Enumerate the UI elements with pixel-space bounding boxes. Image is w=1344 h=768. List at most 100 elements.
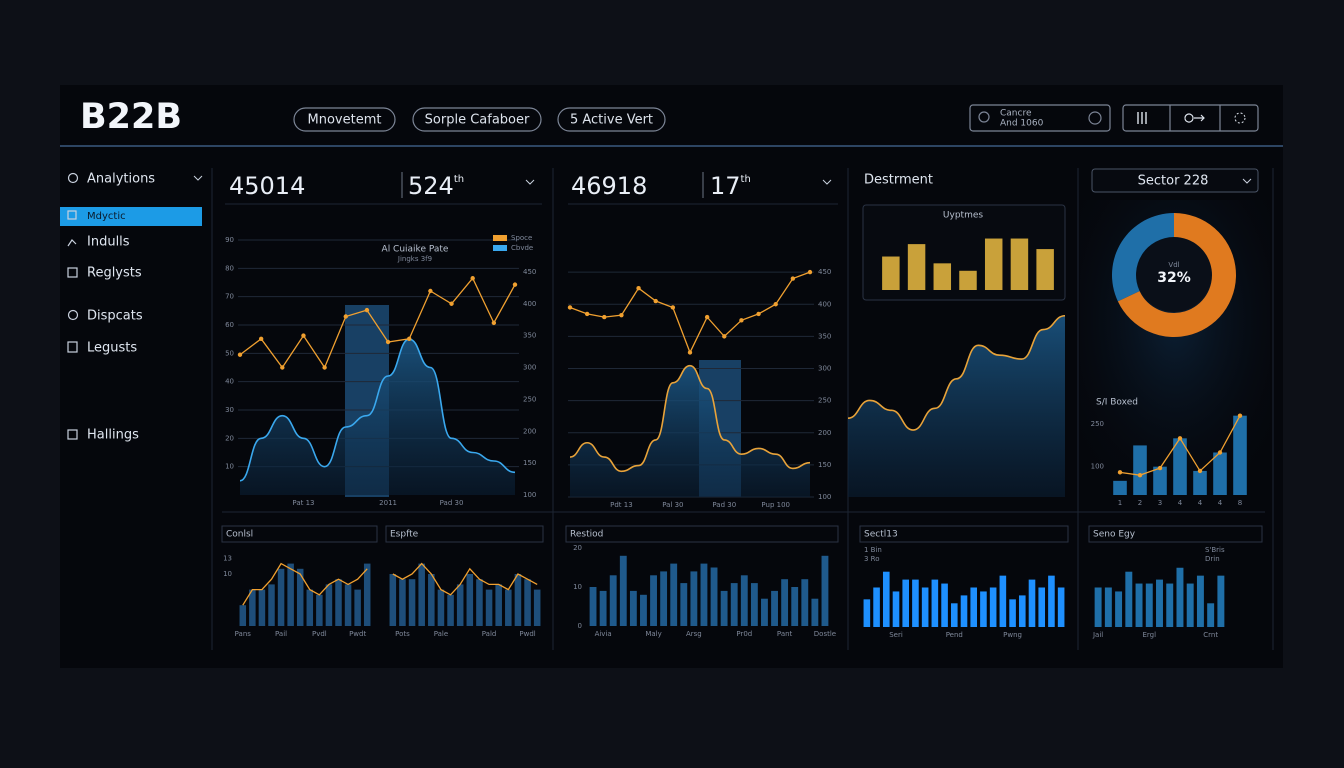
line-marker — [602, 314, 607, 320]
bar — [771, 590, 778, 626]
bar — [1213, 452, 1227, 495]
nav-item[interactable]: Dispcats — [87, 309, 143, 324]
bar — [931, 579, 939, 627]
y-tick-label: 350 — [818, 332, 831, 340]
bar — [1145, 583, 1153, 627]
line-marker — [491, 320, 497, 326]
x-tick-label: Pend — [946, 631, 963, 639]
bar — [720, 590, 728, 626]
bar — [941, 583, 948, 627]
nav-item[interactable]: Analytions — [87, 172, 155, 187]
donut-label: 32% — [1157, 270, 1191, 286]
chart-title: Espfte — [390, 530, 419, 540]
y-tick-label: 100 — [818, 493, 831, 501]
line-marker — [407, 336, 412, 342]
y-tick-label: 400 — [818, 300, 831, 308]
search-text: And 1060 — [1000, 119, 1044, 129]
y-tick-label: 100 — [1091, 463, 1104, 471]
tab-label[interactable]: 5 Active Vert — [570, 113, 653, 128]
bar — [1173, 438, 1187, 495]
line-marker — [773, 302, 778, 307]
bar — [882, 571, 890, 627]
bar — [287, 563, 294, 626]
y-tick-label: 400 — [523, 300, 536, 308]
x-tick-label: Pad 30 — [712, 501, 736, 509]
bar — [609, 575, 617, 626]
bar — [710, 567, 718, 626]
bar — [505, 589, 512, 626]
bars-icon[interactable] — [1137, 112, 1147, 124]
area-fill — [848, 315, 1065, 497]
bar — [619, 555, 627, 626]
nav-active[interactable] — [60, 207, 202, 226]
bar — [1217, 575, 1225, 627]
line-marker — [280, 365, 285, 370]
area-line — [847, 314, 1066, 431]
decoration — [67, 341, 78, 353]
decoration — [859, 525, 1069, 543]
x-tick-label: Arsg — [686, 630, 702, 638]
line-marker — [756, 311, 761, 317]
x-tick-label: Dostle — [814, 630, 836, 638]
annotation: 1 Bin — [864, 546, 882, 554]
area-line — [569, 364, 811, 473]
chevron — [193, 175, 203, 181]
nav-item[interactable]: Indulls — [87, 235, 130, 250]
bar — [700, 563, 708, 626]
y-tick-label: 20 — [225, 434, 234, 442]
donut-slice — [1117, 213, 1237, 337]
x-tick-label: Pald — [482, 630, 497, 638]
x-tick-label: 8 — [1238, 499, 1242, 507]
tab[interactable] — [557, 107, 666, 132]
decoration — [67, 309, 79, 321]
line-marker — [1237, 413, 1243, 418]
tab[interactable] — [412, 107, 542, 132]
x-tick-label: 1 — [1118, 499, 1122, 507]
decoration — [67, 429, 78, 440]
bar — [892, 591, 900, 627]
bar — [1153, 466, 1167, 495]
kpi-value: 45014 — [229, 172, 305, 200]
bar — [533, 589, 541, 626]
bar — [1133, 445, 1147, 495]
bar — [970, 587, 978, 627]
share-icon[interactable] — [1184, 113, 1205, 123]
nav-item[interactable]: Legusts — [87, 341, 137, 356]
settings-icon[interactable] — [1234, 112, 1246, 124]
search-box[interactable] — [969, 104, 1111, 132]
bar — [1135, 583, 1143, 627]
y-tick-label: 200 — [523, 427, 536, 435]
line-marker — [1117, 470, 1123, 475]
bar — [428, 574, 435, 626]
toolbar[interactable] — [1122, 104, 1259, 132]
y-tick-label: 300 — [523, 364, 536, 372]
kpi-rank-suffix: th — [454, 174, 464, 185]
bar — [249, 589, 256, 626]
tab-label[interactable]: Sorple Cafaboer — [425, 113, 530, 128]
bar — [690, 571, 698, 626]
sector-select[interactable] — [1091, 168, 1259, 193]
tab-label[interactable]: Mnovetemt — [308, 113, 382, 128]
nav-item[interactable]: Mdyctic — [87, 211, 126, 222]
line — [392, 562, 538, 596]
nav-item[interactable]: Reglysts — [87, 266, 142, 281]
bar — [811, 598, 819, 626]
area-fill — [570, 365, 810, 497]
x-tick-label: Pant — [777, 630, 793, 638]
x-tick-label: Pr0d — [736, 630, 752, 638]
decoration — [67, 267, 78, 278]
bar — [999, 575, 1007, 627]
bar — [1115, 591, 1123, 627]
kpi-rank: 524th — [408, 172, 464, 200]
nav-item[interactable]: Hallings — [87, 428, 139, 443]
annotation: S'Bris — [1205, 546, 1225, 554]
x-tick-label: Pail — [275, 630, 287, 638]
chart-title: Al Cuiaike Pate — [382, 245, 449, 255]
line-marker — [1177, 436, 1183, 441]
line-marker — [739, 318, 744, 323]
tab[interactable] — [293, 107, 396, 132]
bar — [791, 587, 799, 626]
bar — [1196, 575, 1204, 627]
bar — [589, 587, 597, 626]
bar — [950, 603, 958, 627]
